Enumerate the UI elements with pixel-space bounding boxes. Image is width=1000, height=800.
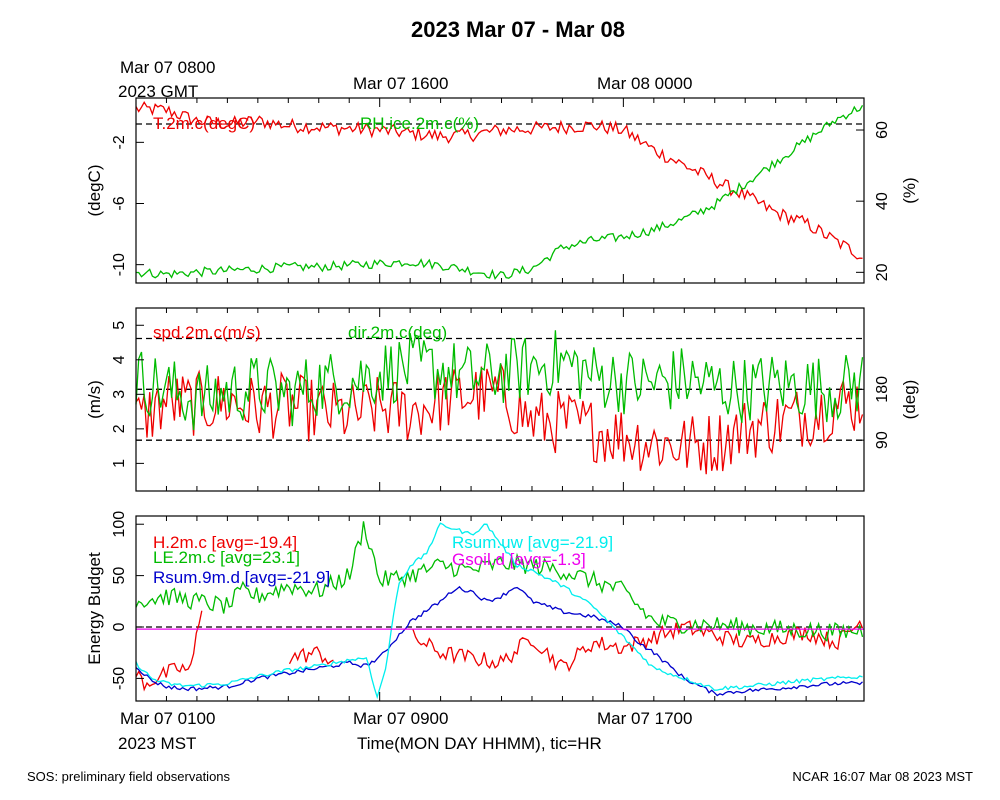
legend-label: Gsoil.d [avg=-1.3]	[452, 550, 586, 569]
legend-label: Rsum.9m.d [avg=-21.9]	[153, 568, 330, 587]
top-tick-label-0: Mar 07 0800	[120, 58, 215, 77]
series-line-T.2m.c(degC)	[135, 101, 863, 260]
y-tick-label: -10	[111, 253, 128, 276]
y-tick-label: 40	[874, 192, 891, 210]
bottom-tick-label-2: Mar 07 1700	[597, 709, 692, 728]
y-axis-label-right: (%)	[900, 177, 919, 203]
legend-label: H.2m.c [avg=-19.4]	[153, 533, 297, 552]
series-line-dir.2m.c(deg)	[135, 330, 864, 431]
legend-label: T.2m.c(degC)	[153, 114, 255, 133]
bottom-tick-label-1: Mar 07 0900	[353, 709, 448, 728]
footer-right: NCAR 16:07 Mar 08 2023 MST	[792, 769, 973, 784]
series-line-spd.2m.c(m/s)	[135, 363, 864, 475]
series-line-LE.2m.c [avg=23.1]	[135, 521, 864, 642]
y-tick-label: -6	[111, 196, 128, 210]
top-tick-label-2: Mar 08 0000	[597, 74, 692, 93]
series-line-RH.ice.2m.c(%)	[136, 104, 864, 280]
y-tick-label: 5	[111, 321, 128, 330]
chart-title: 2023 Mar 07 - Mar 08	[411, 17, 625, 42]
panel-temperature-rh: T.2m.c(degC) RH.ice.2m.c(%) -2 -6 -10 20 40 60 (…	[85, 97, 919, 284]
panel-frame	[135, 97, 865, 284]
y-tick-label: -2	[111, 135, 128, 149]
legend-label: dir.2m.c(deg)	[348, 323, 447, 342]
legend-label: spd.2m.c(m/s)	[153, 323, 261, 342]
y-tick-label: 50	[111, 567, 128, 585]
panel-wind: spd.2m.c(m/s) dir.2m.c(deg) 1 2 3 4 5 90 180 (m/s…	[85, 307, 919, 492]
y-tick-label: 100	[111, 511, 128, 538]
legend-label: RH.ice.2m.c(%)	[360, 114, 479, 133]
y-tick-label: 3	[111, 390, 128, 399]
y-axis-label-left: (degC)	[85, 165, 104, 217]
y-tick-label: 4	[111, 355, 128, 364]
bottom-tz-label: 2023 MST	[118, 734, 196, 753]
y-tick-label: 60	[874, 121, 891, 139]
footer-left: SOS: preliminary field observations	[27, 769, 231, 784]
y-tick-label: 1	[111, 459, 128, 468]
legend-label: LE.2m.c [avg=23.1]	[153, 548, 300, 567]
y-axis-label-left: (m/s)	[85, 380, 104, 419]
y-tick-label: 180	[874, 376, 891, 403]
top-tz-label: 2023 GMT	[118, 82, 198, 101]
y-axis-label-right: (deg)	[900, 380, 919, 420]
legend-label: Rsum.uw [avg=-21.9]	[452, 533, 613, 552]
y-tick-label: -50	[111, 667, 128, 690]
panels: T.2m.c(degC) RH.ice.2m.c(%)-2-6-10 204060(…	[85, 97, 919, 702]
panel-frame	[135, 515, 865, 702]
top-tick-label-1: Mar 07 1600	[353, 74, 448, 93]
series-line-H.2m.c [avg=-19.4]	[135, 610, 864, 692]
y-tick-label: 2	[111, 424, 128, 433]
series-line-Rsum.uw [avg=-21.9]	[135, 522, 863, 700]
y-tick-label: 0	[111, 622, 128, 631]
x-axis-label: Time(MON DAY HHMM), tic=HR	[357, 734, 602, 753]
y-axis-label-left: Energy Budget	[85, 552, 104, 665]
panel-frame	[135, 307, 865, 492]
panel-energy-budget: H.2m.c [avg=-19.4]LE.2m.c [avg=23.1]Rsum…	[85, 511, 865, 702]
series-line-Rsum.9m.d [avg=-21.9]	[135, 585, 863, 697]
bottom-tick-label-0: Mar 07 0100	[120, 709, 215, 728]
y-tick-label: 20	[874, 263, 891, 281]
y-tick-label: 90	[874, 431, 891, 449]
